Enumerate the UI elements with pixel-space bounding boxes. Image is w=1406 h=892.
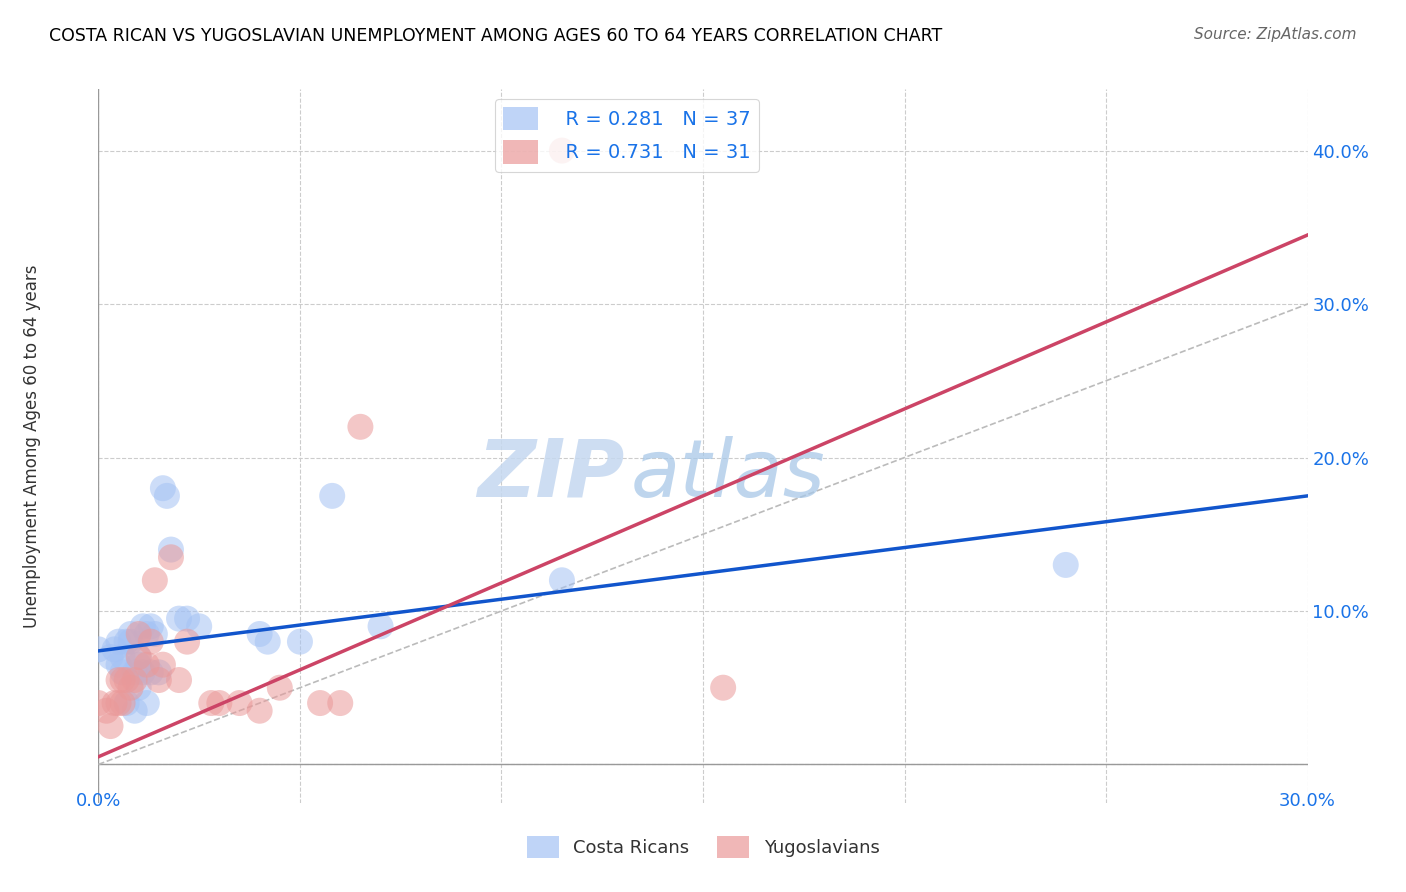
Point: [329, 696, 352, 710]
Point: [124, 704, 146, 718]
Point: [152, 481, 174, 495]
Point: [551, 144, 574, 158]
Text: ZIP: ZIP: [477, 435, 624, 514]
Point: [124, 673, 146, 687]
Point: [349, 419, 371, 434]
Point: [148, 673, 170, 687]
Point: [143, 627, 166, 641]
Point: [249, 627, 271, 641]
Point: [120, 627, 142, 641]
Point: [309, 696, 332, 710]
Point: [107, 696, 129, 710]
Point: [135, 627, 157, 641]
Point: [103, 696, 125, 710]
Point: [111, 650, 134, 665]
Point: [103, 642, 125, 657]
Point: [135, 696, 157, 710]
Point: [160, 550, 183, 565]
Point: [107, 634, 129, 648]
Point: [87, 696, 110, 710]
Point: [256, 634, 278, 648]
Legend: Costa Ricans, Yugoslavians: Costa Ricans, Yugoslavians: [519, 829, 887, 865]
Point: [200, 696, 222, 710]
Text: atlas: atlas: [630, 435, 825, 514]
Point: [111, 673, 134, 687]
Point: [111, 696, 134, 710]
Point: [160, 542, 183, 557]
Point: [100, 719, 122, 733]
Point: [269, 681, 291, 695]
Point: [370, 619, 392, 633]
Point: [139, 619, 162, 633]
Point: [167, 612, 190, 626]
Point: [132, 619, 155, 633]
Text: 30.0%: 30.0%: [1279, 792, 1336, 810]
Point: [188, 619, 211, 633]
Point: [288, 634, 311, 648]
Point: [111, 665, 134, 680]
Point: [87, 642, 110, 657]
Point: [143, 574, 166, 588]
Point: [120, 681, 142, 695]
Text: Unemployment Among Ages 60 to 64 years: Unemployment Among Ages 60 to 64 years: [22, 264, 41, 628]
Point: [176, 612, 198, 626]
Point: [139, 634, 162, 648]
Point: [107, 657, 129, 672]
Text: 0.0%: 0.0%: [76, 792, 121, 810]
Point: [100, 650, 122, 665]
Point: [321, 489, 343, 503]
Point: [1054, 558, 1077, 572]
Point: [228, 696, 250, 710]
Point: [128, 657, 150, 672]
Point: [115, 634, 138, 648]
Point: [128, 650, 150, 665]
Point: [152, 657, 174, 672]
Point: [107, 673, 129, 687]
Point: [115, 696, 138, 710]
Point: [176, 634, 198, 648]
Point: [115, 673, 138, 687]
Point: [128, 681, 150, 695]
Point: [128, 650, 150, 665]
Point: [124, 665, 146, 680]
Point: [208, 696, 231, 710]
Point: [139, 665, 162, 680]
Point: [156, 489, 179, 503]
Point: [132, 665, 155, 680]
Point: [551, 574, 574, 588]
Point: [128, 627, 150, 641]
Point: [148, 665, 170, 680]
Text: Source: ZipAtlas.com: Source: ZipAtlas.com: [1194, 27, 1357, 42]
Point: [249, 704, 271, 718]
Point: [167, 673, 190, 687]
Point: [96, 704, 118, 718]
Point: [711, 681, 734, 695]
Point: [135, 657, 157, 672]
Point: [120, 634, 142, 648]
Text: COSTA RICAN VS YUGOSLAVIAN UNEMPLOYMENT AMONG AGES 60 TO 64 YEARS CORRELATION CH: COSTA RICAN VS YUGOSLAVIAN UNEMPLOYMENT …: [49, 27, 942, 45]
